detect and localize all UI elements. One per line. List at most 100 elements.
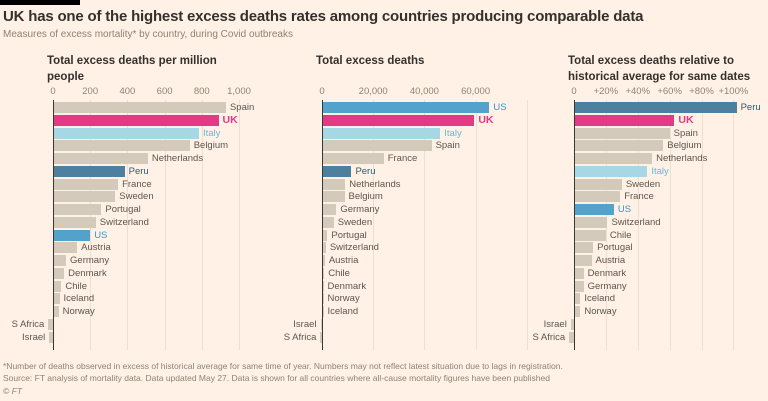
bar-label-spain: Spain	[673, 127, 698, 139]
bar-s-africa	[48, 318, 53, 330]
bar-row-switzerland: Switzerland	[540, 216, 768, 228]
bar-portugal	[53, 204, 102, 215]
bar-row-s-africa: S Africa	[532, 331, 768, 343]
bar-label-italy: Italy	[444, 127, 462, 139]
axis-tick-label: +40%	[625, 86, 651, 97]
bar-italy	[53, 127, 199, 139]
axis-tick-label: 20,000	[358, 86, 388, 97]
axis-tick-label: +80%	[689, 86, 714, 97]
x-axis-ticks: 0 20,000 40,000 60,000	[270, 86, 538, 98]
bar-label-norway: Norway	[327, 293, 360, 305]
gridline	[701, 100, 703, 350]
bar-row-germany: Germany	[540, 280, 768, 292]
bar-row-switzerland: Switzerland	[270, 242, 538, 254]
bar-netherlands	[322, 178, 346, 190]
bar-norway	[53, 306, 59, 317]
bar-row-us: US	[270, 102, 538, 113]
bar-belgium	[322, 191, 345, 203]
bar-row-sweden: Sweden	[540, 178, 768, 190]
bar-row-peru: Peru	[270, 165, 538, 177]
chart-plot: US UK Italy Spain France Peru Netherlands Belgi…	[270, 100, 538, 350]
bar-uk	[574, 114, 675, 126]
bar-row-germany: Germany	[270, 204, 538, 215]
bar-iceland	[574, 293, 581, 305]
bar-germany	[322, 204, 337, 215]
bar-row-italy: Italy	[0, 127, 268, 139]
axis-tick-label: +20%	[593, 86, 619, 97]
bar-label-sweden: Sweden	[625, 178, 661, 190]
bar-peru	[322, 165, 352, 177]
gridline	[127, 100, 129, 350]
bar-italy	[322, 127, 441, 139]
bar-row-chile: Chile	[540, 229, 768, 241]
bar-label-denmark: Denmark	[327, 280, 367, 292]
zero-axis-line	[574, 100, 575, 350]
gridline	[201, 100, 203, 350]
bar-label-iceland: Iceland	[63, 293, 95, 305]
bar-label-uk: UK	[222, 113, 238, 126]
gridline	[526, 100, 528, 350]
bar-row-iceland: Iceland	[270, 306, 538, 317]
bar-germany	[53, 255, 67, 266]
axis-tick-label: +100%	[718, 86, 749, 97]
bar-label-netherlands: Netherlands	[349, 178, 401, 190]
bar-sweden	[53, 191, 116, 203]
bar-label-belgium: Belgium	[348, 191, 383, 203]
axis-tick-label: 1,000	[227, 86, 251, 97]
bar-iceland	[53, 293, 60, 305]
bar-row-netherlands: Netherlands	[270, 178, 538, 190]
bar-row-germany: Germany	[0, 255, 268, 266]
bar-row-austria: Austria	[0, 242, 268, 254]
axis-tick-label: 600	[156, 86, 173, 97]
bar-row-italy: Italy	[540, 165, 768, 177]
bar-denmark	[53, 267, 65, 279]
bar-row-austria: Austria	[540, 255, 768, 266]
bar-row-s-africa: S Africa	[270, 331, 538, 343]
bar-israel	[570, 318, 574, 330]
bar-label-portugal: Portugal	[597, 242, 633, 254]
bar-row-chile: Chile	[0, 280, 268, 292]
bar-row-iceland: Iceland	[0, 293, 268, 305]
bar-sweden	[322, 216, 334, 228]
bar-label-germany: Germany	[70, 255, 110, 266]
bar-row-israel: Israel	[270, 318, 538, 330]
bar-label-iceland: Iceland	[584, 293, 616, 305]
bar-label-sweden: Sweden	[119, 191, 154, 203]
bar-label-peru: Peru	[355, 165, 376, 177]
bar-label-portugal: Portugal	[105, 204, 141, 215]
footnote: *Number of deaths observed in excess of …	[3, 361, 563, 371]
top-black-bar	[0, 0, 80, 5]
bar-chile	[322, 267, 325, 279]
bar-row-belgium: Belgium	[270, 191, 538, 203]
bar-label-italy: Italy	[203, 127, 221, 139]
bar-label-portugal: Portugal	[331, 229, 367, 241]
chart-excess-deaths-relative: Total excess deaths relative to historic…	[532, 50, 768, 355]
axis-tick-label: 0	[319, 86, 325, 97]
bar-israel	[320, 318, 322, 330]
bar-label-spain: Spain	[229, 102, 255, 113]
bar-label-israel: Israel	[293, 318, 317, 330]
bar-label-switzerland: Switzerland	[611, 216, 661, 228]
bar-netherlands	[574, 153, 653, 164]
bar-label-austria: Austria	[81, 242, 111, 254]
page-title: UK has one of the highest excess deaths …	[3, 8, 644, 25]
bar-row-norway: Norway	[270, 293, 538, 305]
bar-row-switzerland: Switzerland	[0, 216, 268, 228]
bar-netherlands	[53, 153, 148, 164]
bar-label-norway: Norway	[62, 306, 95, 317]
bar-austria	[322, 255, 325, 266]
bar-label-netherlands: Netherlands	[656, 153, 708, 164]
bar-row-austria: Austria	[270, 255, 538, 266]
gridline	[164, 100, 166, 350]
bar-label-norway: Norway	[584, 306, 617, 317]
bar-norway	[574, 306, 581, 317]
axis-tick-label: 0	[571, 86, 577, 97]
bar-label-italy: Italy	[651, 165, 669, 177]
bar-row-sweden: Sweden	[0, 191, 268, 203]
bar-label-us: US	[617, 204, 632, 215]
bar-france	[574, 191, 621, 203]
axis-tick-label: 0	[50, 86, 56, 97]
bar-label-peru: Peru	[128, 165, 149, 177]
bar-row-israel: Israel	[0, 331, 268, 343]
